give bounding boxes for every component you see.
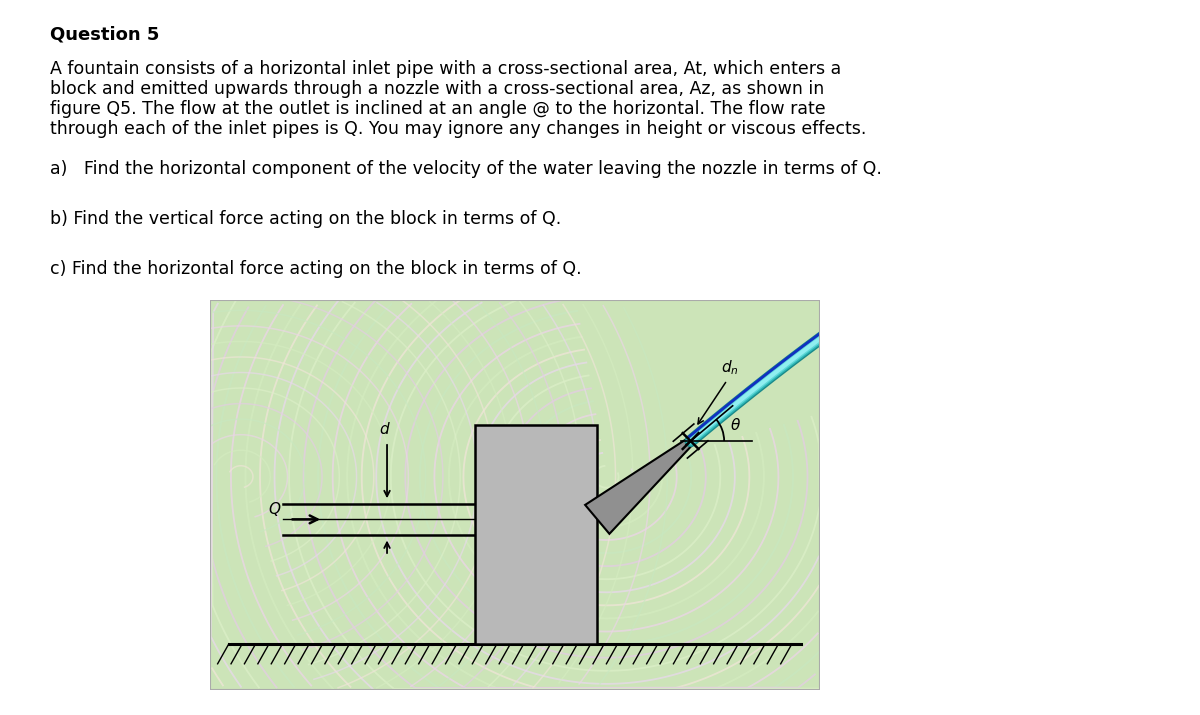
Text: b) Find the vertical force acting on the block in terms of Q.: b) Find the vertical force acting on the… (50, 210, 562, 228)
Text: a)   Find the horizontal component of the velocity of the water leaving the nozz: a) Find the horizontal component of the … (50, 160, 882, 178)
Text: A fountain consists of a horizontal inlet pipe with a cross-sectional area, At, : A fountain consists of a horizontal inle… (50, 60, 841, 78)
Text: $\theta$: $\theta$ (731, 417, 742, 433)
Text: $d_n$: $d_n$ (721, 358, 739, 377)
Polygon shape (586, 438, 694, 534)
Text: Question 5: Question 5 (50, 25, 160, 43)
Bar (475, 425, 598, 644)
Text: Q: Q (269, 503, 281, 518)
Text: d: d (379, 422, 389, 437)
Text: block and emitted upwards through a nozzle with a cross-sectional area, Az, as s: block and emitted upwards through a nozz… (50, 80, 824, 98)
Text: c) Find the horizontal force acting on the block in terms of Q.: c) Find the horizontal force acting on t… (50, 260, 582, 278)
Text: through each of the inlet pipes is Q. You may ignore any changes in height or vi: through each of the inlet pipes is Q. Yo… (50, 120, 866, 138)
Text: figure Q5. The flow at the outlet is inclined at an angle @ to the horizontal. T: figure Q5. The flow at the outlet is inc… (50, 100, 826, 118)
